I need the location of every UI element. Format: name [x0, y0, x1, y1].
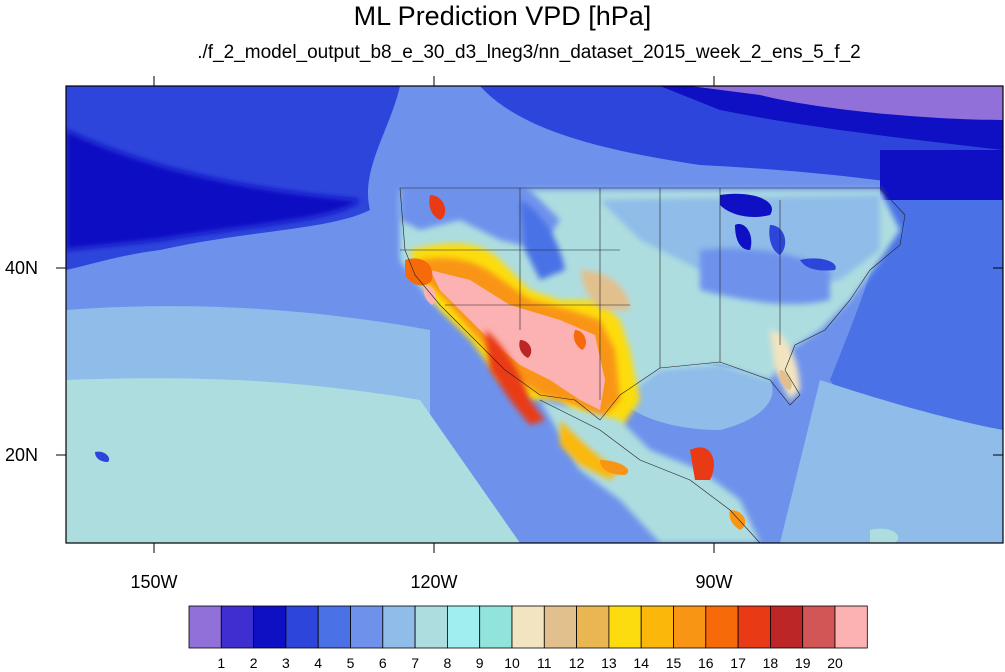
colorbar-label: 7 [411, 655, 419, 671]
colorbar-label: 12 [569, 655, 585, 671]
colorbar-swatch [834, 605, 868, 649]
colorbar-swatch [479, 605, 513, 649]
colorbar-label: 14 [633, 655, 649, 671]
colorbar-swatch [737, 605, 771, 649]
colorbar-label: 8 [444, 655, 452, 671]
colorbar-label: 1 [217, 655, 225, 671]
colorbar-swatch [802, 605, 836, 649]
colorbar-swatch [285, 605, 319, 649]
colorbar-label: 6 [379, 655, 387, 671]
lon-tick-label: 90W [695, 572, 732, 592]
colorbar-label: 17 [730, 655, 746, 671]
colorbar-label: 18 [763, 655, 779, 671]
colorbar-swatch [350, 605, 384, 649]
lon-tick-label: 150W [130, 572, 177, 592]
colorbar-swatch [253, 605, 287, 649]
colorbar-swatch [382, 605, 416, 649]
colorbar-label: 11 [537, 655, 552, 671]
colorbar-label: 4 [314, 655, 322, 671]
colorbar-swatch [673, 605, 707, 649]
colorbar-swatch [770, 605, 804, 649]
colorbar-swatch [705, 605, 739, 649]
colorbar-swatch [543, 605, 577, 649]
colorbar-swatch [317, 605, 351, 649]
colorbar-label: 9 [476, 655, 484, 671]
map-plot-area [66, 86, 1003, 543]
colorbar-swatch [188, 605, 222, 649]
colorbar-label: 20 [827, 655, 843, 671]
plot-frame [65, 85, 1004, 544]
boundaries [399, 187, 906, 543]
colorbar-label: 16 [698, 655, 714, 671]
tick-marks [56, 76, 1003, 553]
colorbar-swatch [446, 605, 481, 649]
colorbar-swatch [608, 605, 642, 649]
lat-tick-label: 40N [5, 258, 38, 278]
colorbar: 1 2 3 4 5 6 7 8 9 10 11 12 13 14 15 16 17 18 19 20 [188, 605, 868, 671]
lat-tick-label: 20N [5, 445, 38, 465]
colorbar-label: 2 [250, 655, 258, 671]
colorbar-label: 13 [601, 655, 617, 671]
colorbar-label: 3 [282, 655, 290, 671]
colorbar-label: 10 [504, 655, 520, 671]
colorbar-swatch [511, 605, 545, 649]
colorbar-label: 19 [795, 655, 811, 671]
colorbar-swatch [640, 605, 674, 649]
colorbar-swatch [576, 605, 610, 649]
colorbar-label: 15 [666, 655, 682, 671]
colorbar-label: 5 [347, 655, 355, 671]
map-subtitle: ./f_2_model_output_b8_e_30_d3_lneg3/nn_d… [197, 42, 861, 63]
colorbar-swatch [220, 605, 255, 649]
lon-tick-label: 120W [410, 572, 457, 592]
colorbar-swatch [414, 605, 448, 649]
map-title: ML Prediction VPD [hPa] [353, 1, 652, 31]
